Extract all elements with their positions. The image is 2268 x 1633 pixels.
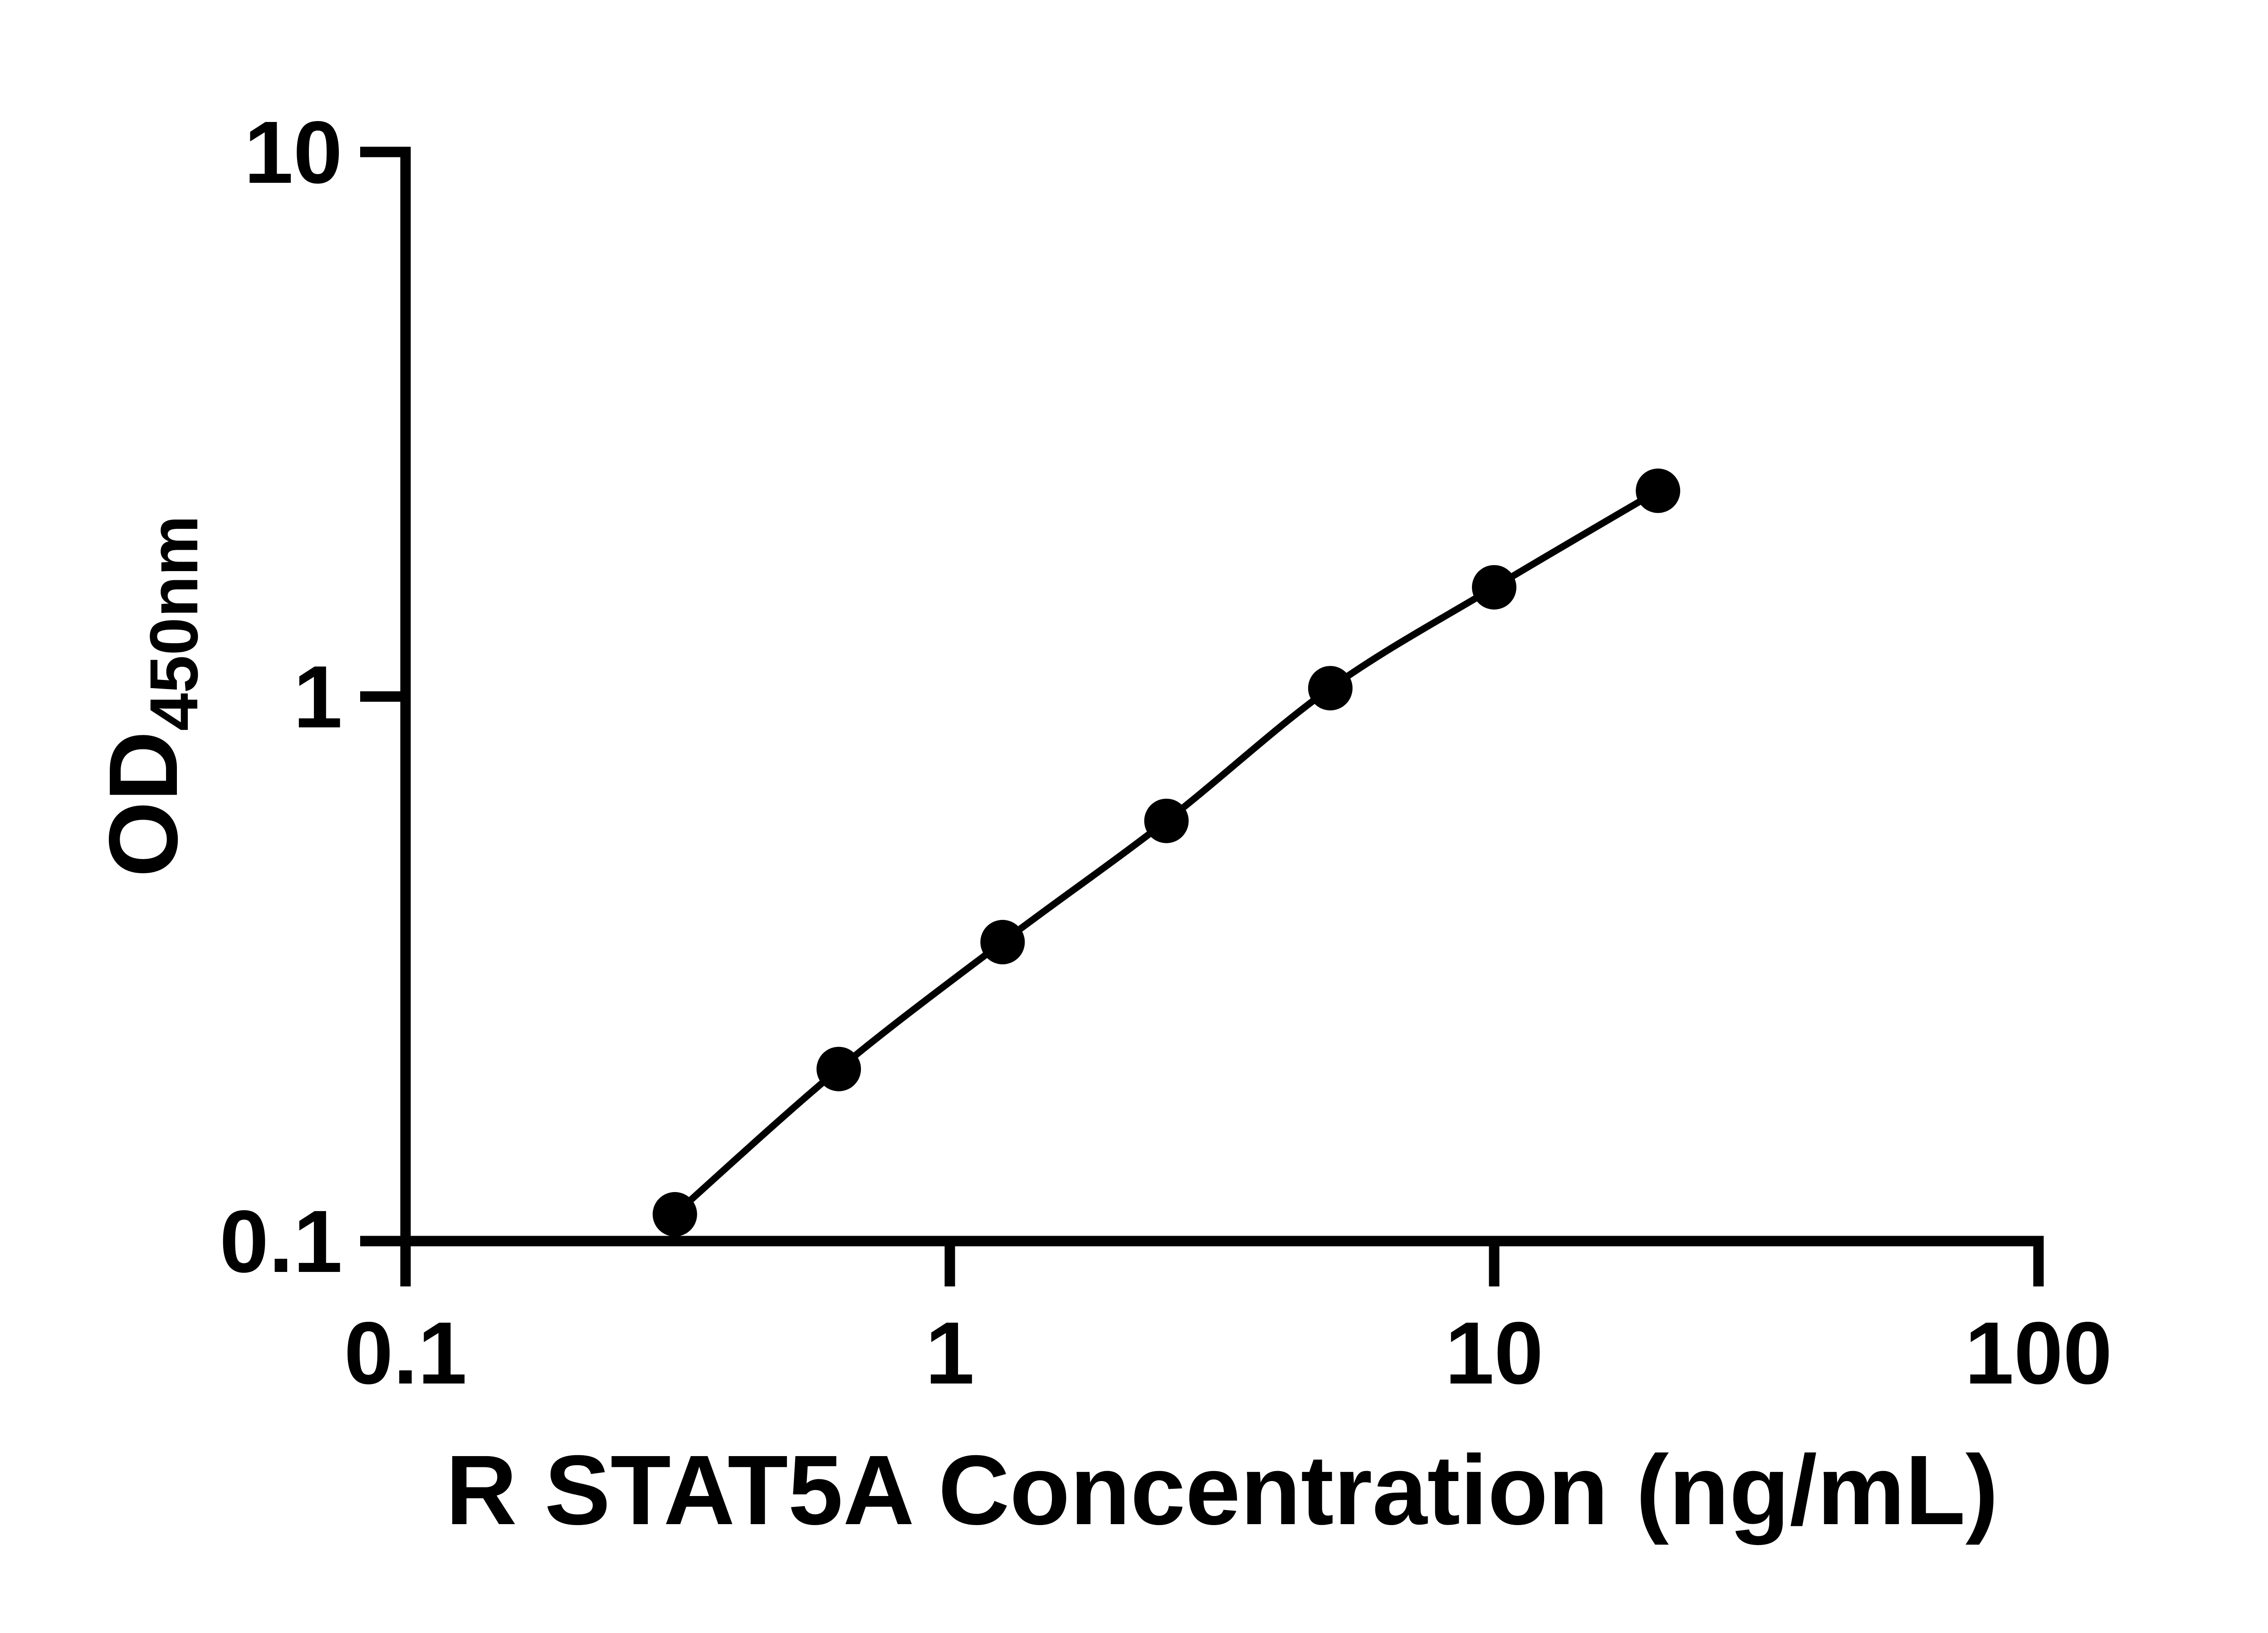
series-layer: [652, 468, 1681, 1237]
y-axis-title-subscript: 450nm: [136, 515, 212, 731]
y-axis-title: OD450nm: [88, 515, 212, 877]
y-tick-label-0.1: 0.1: [220, 1192, 342, 1291]
x-tick-label-1: 1: [925, 1304, 974, 1403]
y-tick-label-10: 10: [244, 103, 342, 202]
x-tick-label-10: 10: [1445, 1304, 1544, 1403]
axes-layer: [400, 147, 2044, 1247]
x-axis-title: R STAT5A Concentration (ng/mL): [445, 1435, 1998, 1545]
x-tick-label-100: 100: [1965, 1304, 2112, 1403]
data-point-marker: [1308, 666, 1353, 711]
data-point-marker: [1144, 798, 1189, 843]
data-point-marker: [980, 919, 1025, 964]
data-point-marker: [1472, 565, 1516, 610]
data-point-marker: [652, 1192, 697, 1237]
tick-layer: [360, 147, 2044, 1286]
data-point-marker: [1636, 468, 1681, 513]
x-tick-label-0.1: 0.1: [344, 1304, 467, 1403]
y-axis-title-main: OD: [88, 731, 198, 877]
data-point-marker: [816, 1046, 861, 1091]
tick-label-layer: 0.1 1 10 100 0.1 1 10: [220, 103, 2112, 1403]
y-tick-label-1: 1: [293, 648, 342, 747]
